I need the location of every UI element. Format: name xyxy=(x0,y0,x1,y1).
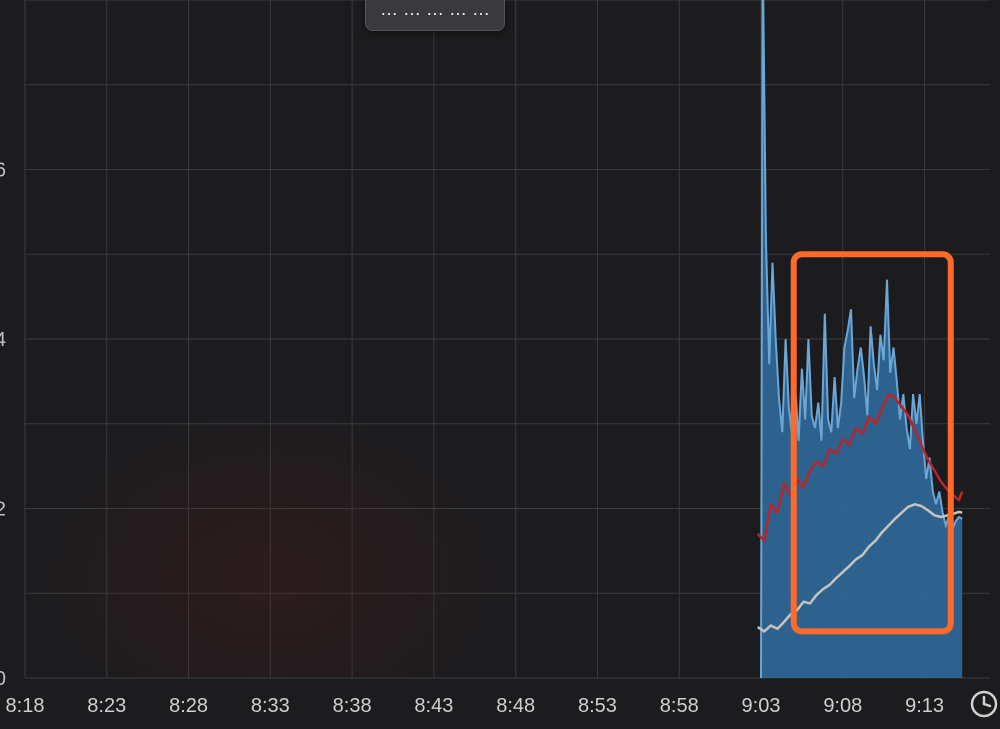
x-tick-label: 8:58 xyxy=(660,695,699,717)
x-tick-label: 8:43 xyxy=(414,695,453,717)
timeseries-chart[interactable]: 8:18 8:23 8:28 8:33 8:38 8:43 8:48 8:53 8:58 9:03… xyxy=(0,0,1000,729)
x-tick-label: 8:28 xyxy=(169,695,208,717)
x-tick-label: 8:38 xyxy=(333,695,372,717)
y-tick-label: 0 xyxy=(0,668,6,690)
x-tick-label: 8:33 xyxy=(251,695,290,717)
hover-tooltip: … … … … … xyxy=(365,0,505,31)
x-tick-label: 9:08 xyxy=(823,695,862,717)
x-tick-label: 8:18 xyxy=(6,695,45,717)
tooltip-text: … … … … … xyxy=(380,0,490,19)
x-tick-label: 8:53 xyxy=(578,695,617,717)
y-tick-label: 4 xyxy=(0,329,6,351)
y-tick-label: 2 xyxy=(0,499,6,521)
x-tick-label: 8:23 xyxy=(87,695,126,717)
y-tick-label: 6 xyxy=(0,160,6,182)
x-tick-label: 9:13 xyxy=(905,695,944,717)
x-tick-label: 9:03 xyxy=(742,695,781,717)
x-tick-label: 8:48 xyxy=(496,695,535,717)
